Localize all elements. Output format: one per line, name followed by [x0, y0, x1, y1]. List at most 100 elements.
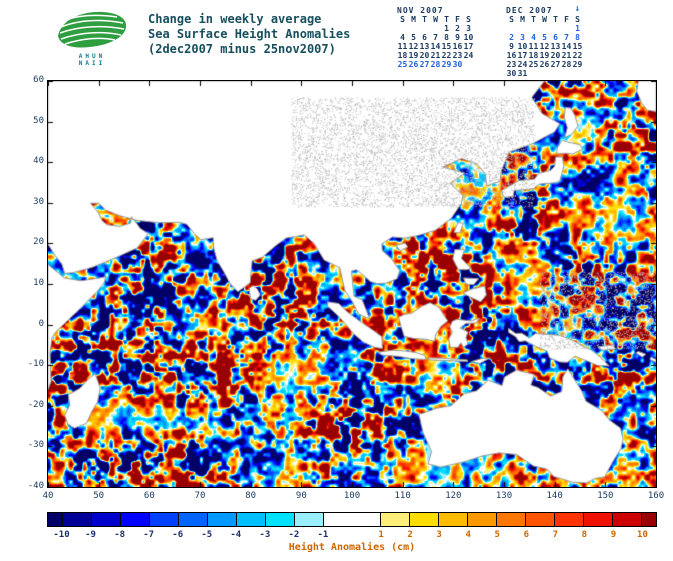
- colorbar-caption: Height Anomalies (cm): [288, 542, 416, 553]
- calendar-day: 28: [561, 60, 572, 69]
- colorbar-cell: [612, 513, 641, 526]
- lat-tick-label: 0: [38, 318, 44, 329]
- calendar-empty-cell: [408, 24, 419, 33]
- lon-tick-label: 60: [143, 491, 155, 501]
- lon-tick-label: 150: [597, 491, 614, 501]
- figure-title: Change in weekly average Sea Surface Hei…: [148, 12, 350, 57]
- selected-date-arrow-icon: ↓: [574, 4, 581, 14]
- calendar-empty-cell: [419, 24, 430, 33]
- calendar-empty-cell: [550, 69, 561, 78]
- calendar-day: 20: [550, 51, 561, 60]
- lat-tick-label: 20: [33, 237, 44, 248]
- lat-tick-label: -20: [27, 399, 44, 410]
- colorbar-cell: [583, 513, 612, 526]
- calendar-day: 17: [517, 51, 528, 60]
- calendar-day[interactable]: 27: [419, 60, 430, 69]
- colorbar-cell: [149, 513, 178, 526]
- calendar-title: NOV 2007: [397, 6, 444, 15]
- calendar-empty-cell: [430, 24, 441, 33]
- calendar-day: 1: [444, 24, 449, 33]
- calendar-day[interactable]: 26: [408, 60, 419, 69]
- colorbar-cell: [62, 513, 91, 526]
- weekday-header-cell: M: [411, 15, 416, 24]
- calendar-day[interactable]: 30: [452, 60, 463, 69]
- weekday-header-cell: T: [422, 15, 427, 24]
- calendar-empty-cell: [463, 60, 474, 69]
- logo-text-row1: AHUN: [78, 53, 106, 60]
- lon-tick-label: 110: [394, 491, 411, 501]
- weekday-header-cell: F: [455, 15, 460, 24]
- calendar-nov-2007: NOV 2007 S M T W T F S 1 2 3 4 5 6 7 8 9 10 11 12 13 14 15 16 17…: [397, 6, 475, 69]
- calendar-day: 4: [400, 33, 405, 42]
- calendar-day[interactable]: 3: [520, 33, 525, 42]
- calendar-day[interactable]: 25: [397, 60, 408, 69]
- colorbar-cell: [323, 513, 380, 526]
- weekday-header-cell: T: [531, 15, 536, 24]
- calendar-day: 15: [441, 42, 452, 51]
- colorbar-cell: [554, 513, 583, 526]
- lon-tick-label: 100: [343, 491, 361, 501]
- calendar-day[interactable]: 8: [575, 33, 580, 42]
- calendar-day[interactable]: 28: [430, 60, 441, 69]
- lat-tick-label: 40: [33, 156, 44, 167]
- calendar-day: 2: [455, 24, 460, 33]
- colorbar-cell: [409, 513, 438, 526]
- calendar-empty-cell: [528, 24, 539, 33]
- calendar-day: 13: [419, 42, 430, 51]
- colorbar-cell: [294, 513, 323, 526]
- lon-tick-label: 160: [647, 491, 665, 501]
- calendar-day: 24: [463, 51, 474, 60]
- calendar-day: 16: [506, 51, 517, 60]
- colorbar-cell: [207, 513, 236, 526]
- calendar-day: 21: [561, 51, 572, 60]
- calendar-day[interactable]: 7: [564, 33, 569, 42]
- calendar-day: 19: [408, 51, 419, 60]
- colorbar-cell: [236, 513, 265, 526]
- colorbar-cell: [120, 513, 149, 526]
- calendar-day[interactable]: 1: [575, 24, 580, 33]
- anomaly-map-canvas: [48, 81, 656, 487]
- calendar-day: 22: [441, 51, 452, 60]
- calendar-day[interactable]: 2: [509, 33, 514, 42]
- lon-tick-label: 40: [42, 491, 54, 501]
- title-line-3: (2dec2007 minus 25nov2007): [148, 42, 336, 56]
- lon-tick-label: 130: [495, 491, 513, 501]
- weekday-header-cell: T: [444, 15, 449, 24]
- weekday-header-cell: W: [433, 15, 438, 24]
- calendar-day: 24: [517, 60, 528, 69]
- calendar-day: 31: [517, 69, 528, 78]
- calendar-empty-cell: [561, 24, 572, 33]
- colorbar-tick-label: 1: [378, 530, 384, 540]
- calendar-day: 8: [444, 33, 449, 42]
- calendar-day: 30: [506, 69, 517, 78]
- lat-tick-label: -30: [27, 440, 44, 451]
- calendar-day: 15: [572, 42, 583, 51]
- colorbar-tick-label: -6: [172, 530, 184, 540]
- weekday-header-cell: T: [553, 15, 558, 24]
- colorbar-cell: [265, 513, 294, 526]
- calendar-title: DEC 2007: [506, 6, 553, 15]
- calendar-empty-cell: [506, 24, 517, 33]
- colorbar-cell: [380, 513, 409, 526]
- calendar-empty-cell: [572, 69, 583, 78]
- calendar-day[interactable]: 29: [441, 60, 452, 69]
- colorbar-cell: [438, 513, 467, 526]
- lon-tick-label: 80: [245, 491, 257, 501]
- colorbar-tick-label: -1: [317, 530, 329, 540]
- colorbar-cell: [467, 513, 496, 526]
- weekday-header-cell: S: [466, 15, 471, 24]
- leaf-wave-icon: [58, 11, 127, 48]
- calendar-day: 23: [452, 51, 463, 60]
- colorbar-tick-label: 6: [523, 530, 529, 540]
- calendar-day[interactable]: 6: [553, 33, 558, 42]
- calendar-empty-cell: [397, 24, 408, 33]
- weekday-header-cell: S: [509, 15, 514, 24]
- calendar-day: 12: [408, 42, 419, 51]
- calendar-day[interactable]: 5: [542, 33, 547, 42]
- calendar-day: 11: [397, 42, 408, 51]
- calendar-day: 7: [433, 33, 438, 42]
- title-line-1: Change in weekly average: [148, 12, 322, 26]
- calendar-day[interactable]: 4: [531, 33, 536, 42]
- calendar-day: 29: [572, 60, 583, 69]
